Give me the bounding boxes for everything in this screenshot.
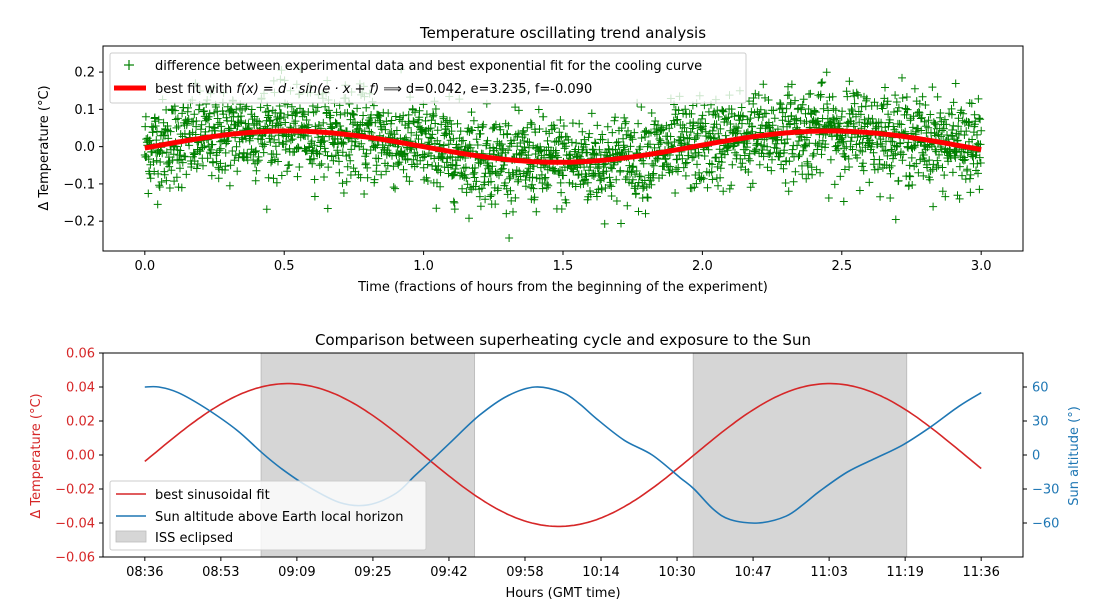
bottom-x-tick-label: 09:58 [506,565,543,580]
bottom-x-tick-label: 10:14 [582,565,619,580]
bottom-right-y-axis-label: Sun altitude (°) [1067,406,1082,506]
bottom-x-tick-label: 09:25 [354,565,391,580]
bottom-x-axis-label: Hours (GMT time) [505,586,620,601]
top-scatter-points [140,65,986,242]
bottom-right-y-tick-label: −30 [1032,483,1059,498]
top-y-tick-label: −0.1 [63,177,95,192]
bottom-left-y-tick-label: −0.02 [55,483,95,498]
top-x-ticks: 0.0 0.5 1.0 1.5 2.0 2.5 3.0 [134,251,992,274]
bottom-left-y-tick-label: −0.06 [55,551,95,566]
bottom-x-ticks: 08:36 08:53 09:09 09:25 09:42 09:58 10:14 10:30… [126,557,1000,580]
top-legend-scatter-marker [124,60,134,70]
top-y-axis-label: Δ Temperature (°C) [37,85,52,210]
top-x-tick-label: 0.5 [274,259,295,274]
bottom-right-y-tick-label: −60 [1032,517,1059,532]
bottom-right-y-ticks: 60 30 0 −30 −60 [1023,381,1059,532]
top-y-tick-label: 0.0 [74,140,95,155]
top-title: Temperature oscillating trend analysis [419,24,706,42]
top-x-axis-label: Time (fractions of hours from the beginn… [357,280,768,295]
bottom-x-tick-label: 11:19 [886,565,923,580]
top-legend-fit-arrow: ⟹ [383,82,402,97]
bottom-legend-sun-label: Sun altitude above Earth local horizon [155,510,403,525]
bottom-right-y-tick-label: 60 [1032,381,1049,396]
eclipse-region [692,352,908,558]
bottom-legend-eclipse-label: ISS eclipsed [155,531,233,546]
top-legend-fit-formula: f(x) = d · sin(e · x + f) [236,82,379,97]
bottom-x-tick-label: 11:03 [810,565,847,580]
top-legend-fit-prefix: best fit with [155,82,236,97]
scatter-marker [140,65,986,242]
bottom-x-tick-label: 08:53 [202,565,239,580]
bottom-legend-fit-label: best sinusoidal fit [155,488,270,503]
top-x-tick-label: 0.0 [134,259,155,274]
bottom-panel: Comparison between superheating cycle an… [29,331,1082,601]
bottom-x-tick-label: 10:47 [734,565,771,580]
bottom-legend-eclipse-swatch [115,530,147,543]
bottom-fit-line [144,382,982,528]
bottom-left-y-tick-label: 0.04 [66,381,95,396]
top-legend-scatter-label: difference between experimental data and… [155,59,702,74]
top-y-tick-label: 0.2 [74,66,95,81]
bottom-x-tick-label: 08:36 [126,565,163,580]
top-x-tick-label: 1.0 [413,259,434,274]
top-legend-fit-params: d=0.042, e=3.235, f=-0.090 [406,82,592,97]
top-x-tick-label: 3.0 [971,259,992,274]
top-panel: Temperature oscillating trend analysis 0… [37,24,1024,295]
bottom-legend-box [109,480,427,551]
top-fit-line [144,128,982,165]
bottom-left-y-ticks: 0.06 0.04 0.02 0.00 −0.02 −0.04 −0.06 [55,347,103,566]
bottom-x-tick-label: 09:42 [430,565,467,580]
top-legend-fit-label: best fit with f(x) = d · sin(e · x + f) ⟹… [155,82,592,97]
top-legend-box [109,52,747,104]
top-x-tick-label: 2.0 [692,259,713,274]
top-y-ticks: −0.2 −0.1 0.0 0.1 0.2 [63,66,103,230]
bottom-right-y-tick-label: 0 [1032,449,1040,464]
sun-altitude-line [144,385,982,524]
bottom-x-tick-label: 11:36 [962,565,999,580]
bottom-left-y-tick-label: 0.02 [66,415,95,430]
bottom-right-y-tick-label: 30 [1032,415,1049,430]
bottom-x-tick-label: 10:30 [658,565,695,580]
top-x-tick-label: 1.5 [553,259,574,274]
bottom-left-y-axis-label: Δ Temperature (°C) [29,393,44,518]
top-x-tick-label: 2.5 [831,259,852,274]
top-y-tick-label: −0.2 [63,215,95,230]
top-legend: difference between experimental data and… [109,52,747,104]
bottom-x-tick-label: 09:09 [278,565,315,580]
bottom-title: Comparison between superheating cycle an… [315,331,811,349]
bottom-left-y-tick-label: 0.00 [66,449,95,464]
bottom-legend: best sinusoidal fit Sun altitude above E… [109,480,427,551]
bottom-left-y-tick-label: 0.06 [66,347,95,362]
top-y-tick-label: 0.1 [74,103,95,118]
bottom-left-y-tick-label: −0.04 [55,517,95,532]
